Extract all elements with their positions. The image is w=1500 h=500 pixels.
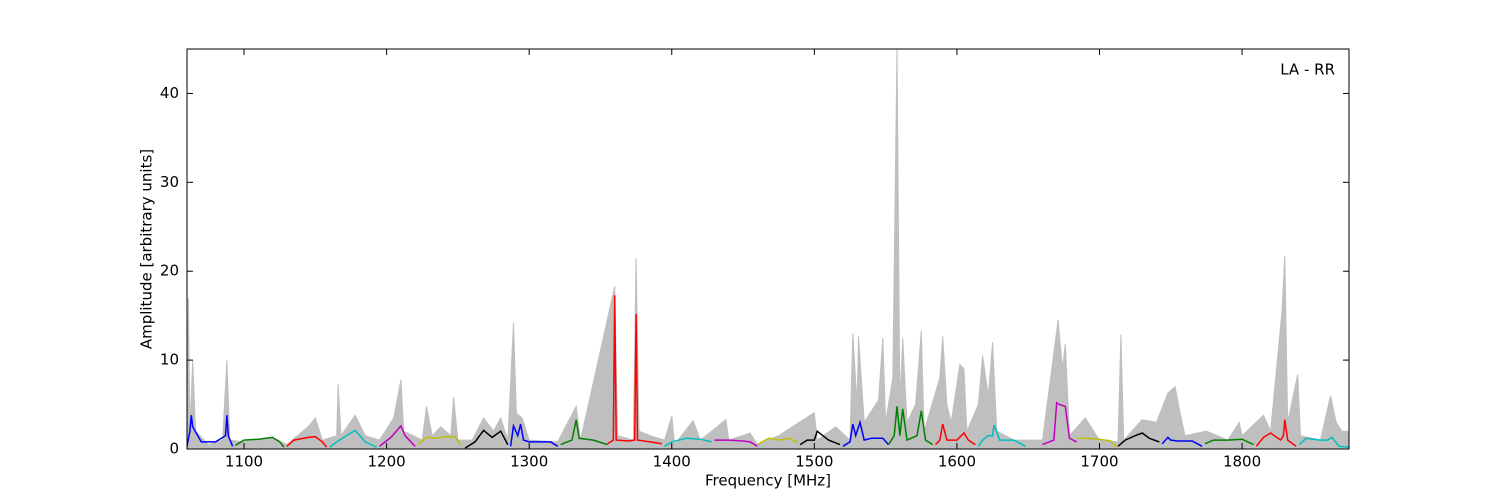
line	[235, 436, 285, 448]
x-tick-label: 1200	[368, 453, 406, 471]
line	[799, 429, 841, 446]
x-tick-label: 1700	[1080, 453, 1118, 471]
y-tick-label: 0	[169, 440, 179, 458]
line	[607, 295, 662, 445]
line	[934, 423, 976, 446]
x-tick-label: 1600	[938, 453, 976, 471]
x-tick-label: 1300	[510, 453, 548, 471]
y-tick-label: 20	[160, 262, 179, 280]
x-axis-label: Frequency [MHz]	[705, 472, 831, 490]
line	[1078, 437, 1118, 448]
area	[187, 49, 1349, 449]
x-tick-label: 1800	[1223, 453, 1261, 471]
line	[560, 419, 608, 446]
line	[379, 424, 416, 447]
line	[756, 437, 798, 446]
line	[887, 406, 934, 446]
line	[187, 415, 234, 447]
line	[509, 423, 559, 447]
y-tick-label: 40	[160, 84, 179, 102]
line	[977, 424, 1026, 447]
plot-frame	[186, 48, 1350, 450]
y-tick-label: 10	[160, 351, 179, 369]
line	[1255, 419, 1297, 447]
line	[1042, 401, 1078, 446]
x-tick-label: 1100	[225, 453, 263, 471]
line	[842, 419, 890, 447]
line	[464, 429, 509, 449]
x-tick-label: 1500	[795, 453, 833, 471]
line	[329, 429, 377, 448]
y-axis-label: Amplitude [arbitrary units]	[138, 149, 156, 349]
y-tick-label: 30	[160, 173, 179, 191]
line	[1298, 436, 1349, 448]
line	[1161, 436, 1203, 447]
annotation: LA - RR	[1280, 61, 1335, 79]
line	[286, 435, 328, 448]
line	[714, 439, 758, 447]
line	[1117, 432, 1160, 447]
x-tick-label: 1400	[653, 453, 691, 471]
line	[1204, 438, 1254, 446]
line	[664, 437, 712, 447]
line	[417, 435, 462, 446]
